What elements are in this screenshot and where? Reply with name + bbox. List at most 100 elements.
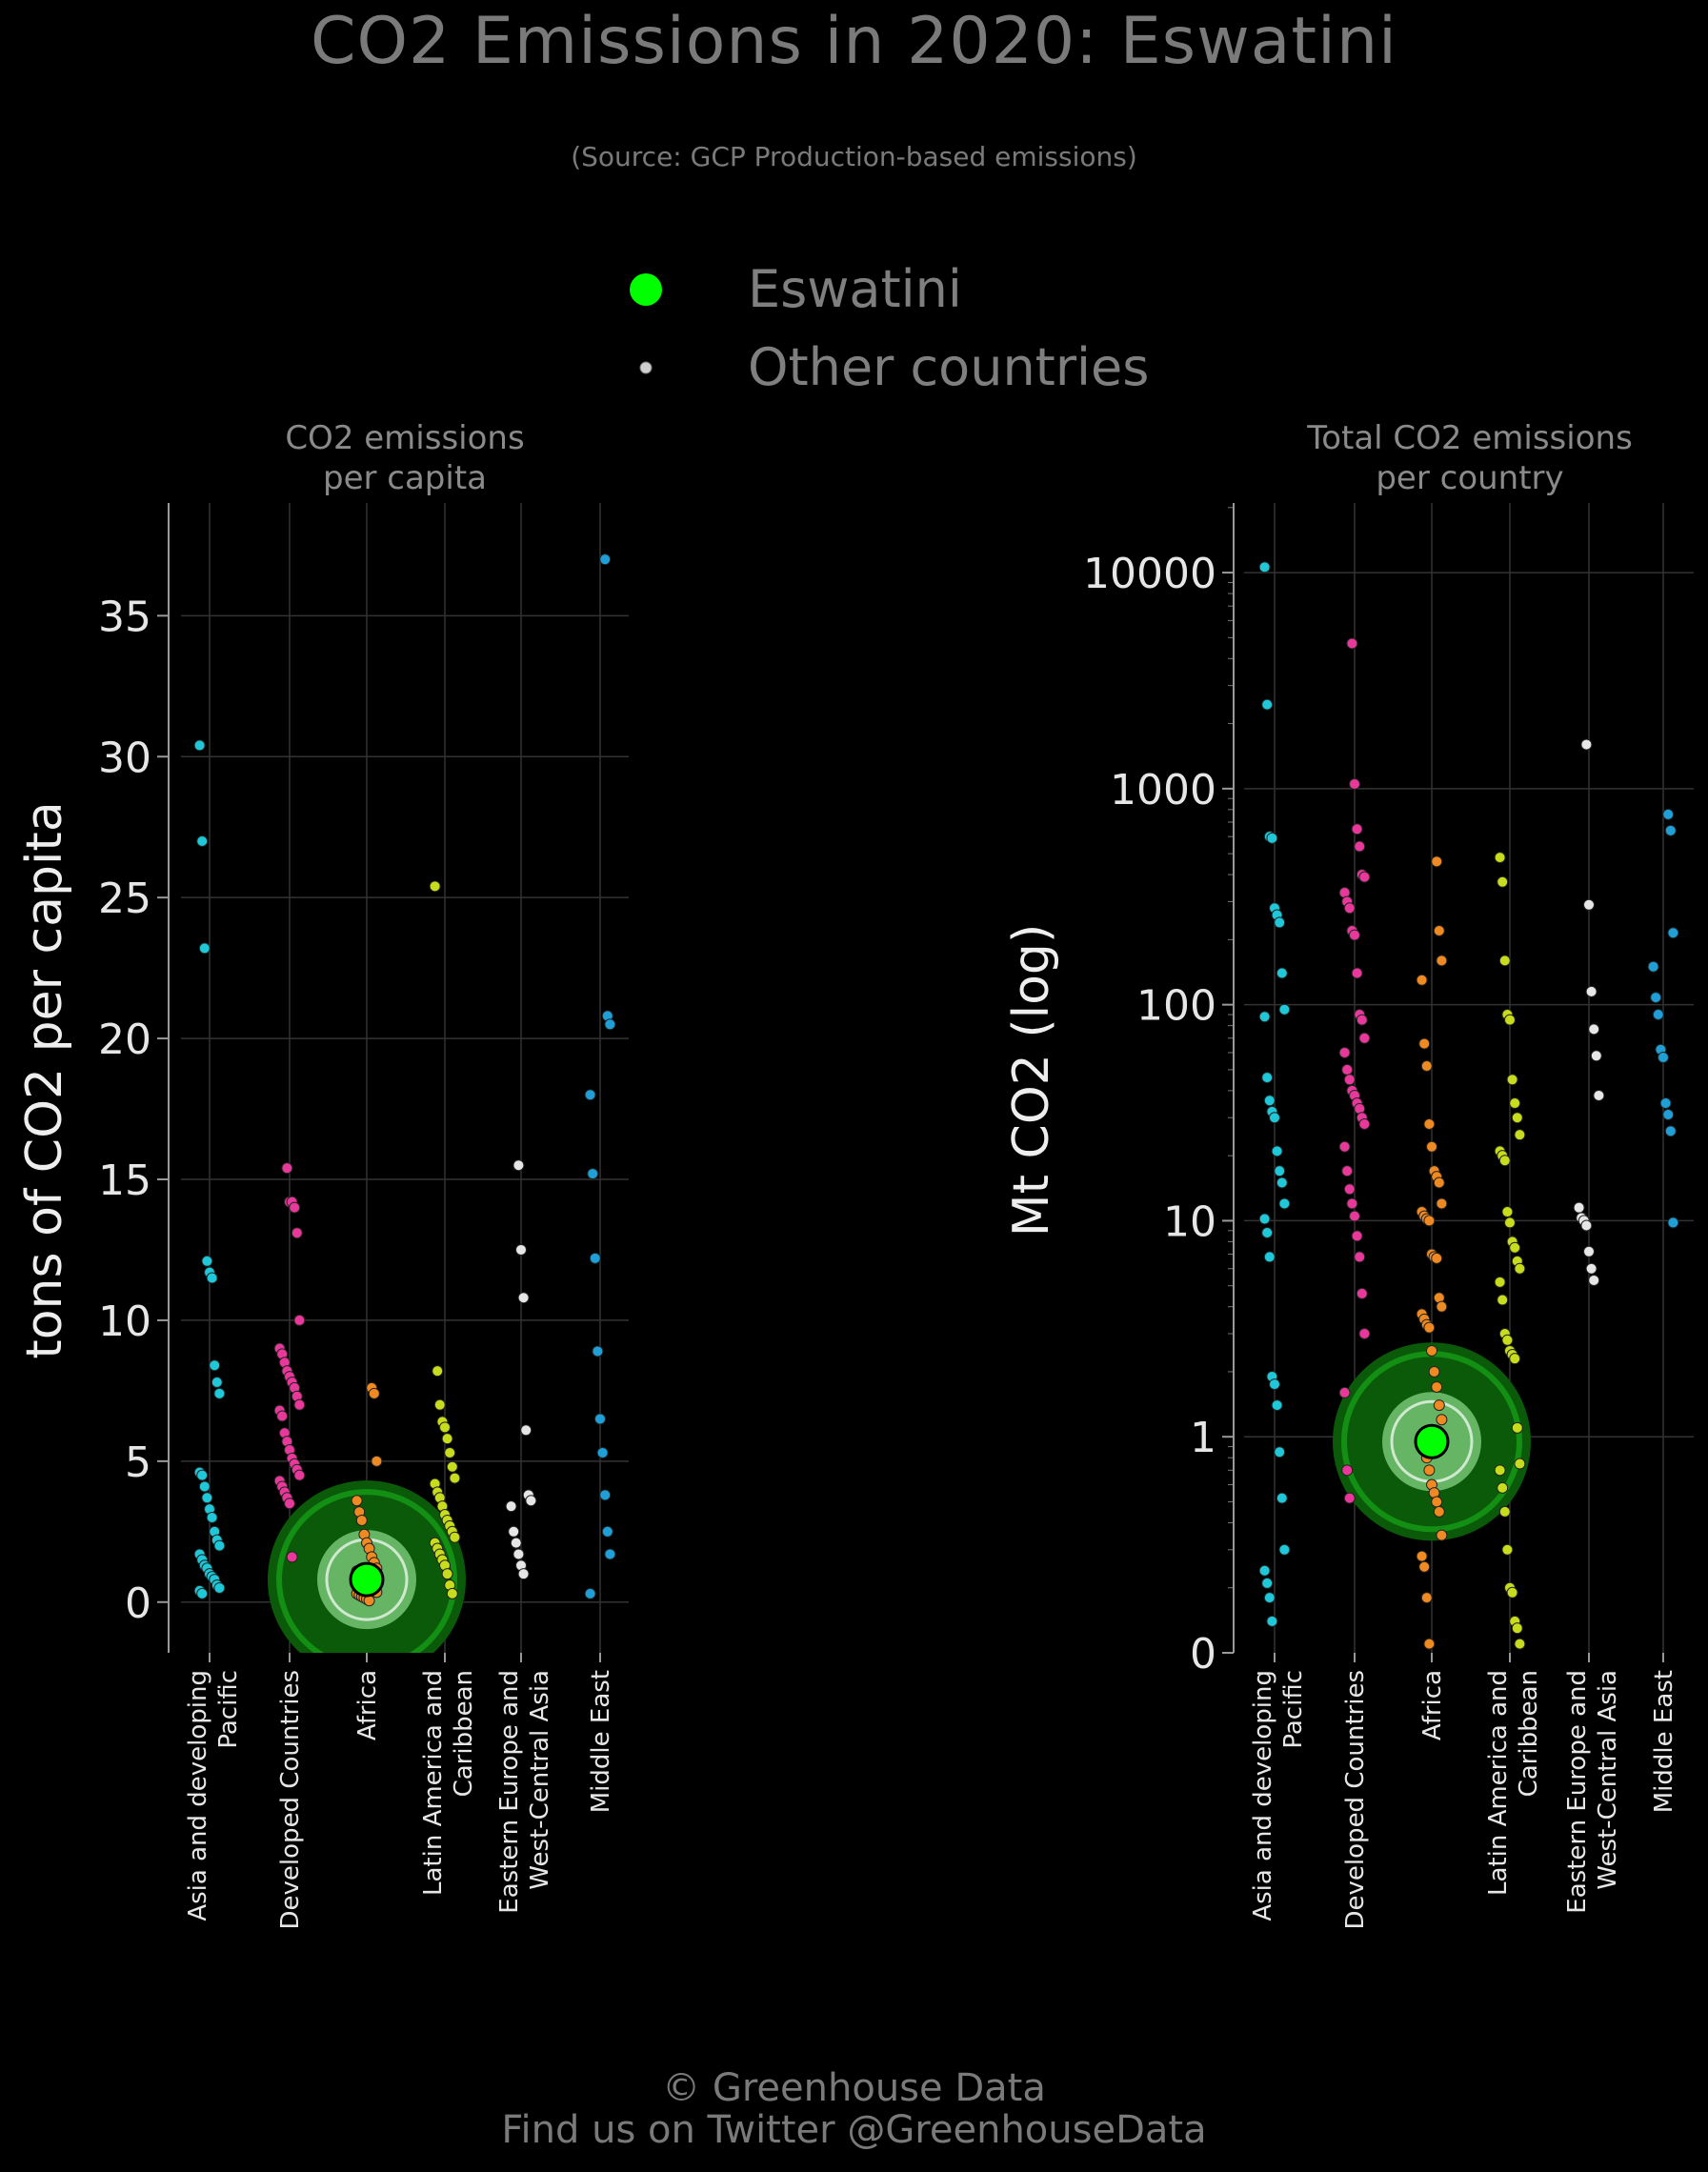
data-point-developed-countries	[1356, 1014, 1368, 1026]
x-tick-label-eastern-europe-and-west-central-asia: Eastern Europe andWest-Central Asia	[1563, 1670, 1622, 1914]
data-point-developed-countries	[1356, 1287, 1368, 1299]
data-point-asia-and-developing-pacific	[1263, 1095, 1276, 1107]
data-point-asia-and-developing-pacific	[196, 1469, 209, 1481]
data-point-africa	[1436, 1300, 1448, 1313]
panel-per-capita: CO2 emissions per capita 0 5 10 15 20 25 30 35 ton…	[16, 419, 629, 1929]
data-point-asia-and-developing-pacific	[213, 1387, 226, 1399]
panel-title-line: CO2 emissions	[285, 419, 524, 457]
data-point-eastern-europe-and-west-central-asia	[1580, 1219, 1593, 1232]
footer-copyright: © Greenhouse Data	[662, 2066, 1046, 2110]
data-point-middle-east	[604, 1018, 616, 1031]
data-point-developed-countries	[1358, 1032, 1371, 1044]
data-point-latin-america-and-caribbean	[1511, 1421, 1523, 1434]
x-tick-label-middle-east: Middle East	[1650, 1670, 1678, 1813]
data-point-eastern-europe-and-west-central-asia	[1585, 985, 1597, 997]
x-tick-label-middle-east: Middle East	[587, 1670, 615, 1813]
data-point-developed-countries	[1354, 840, 1366, 853]
data-point-asia-and-developing-pacific	[1258, 1564, 1271, 1577]
x-tick-label-line: Africa	[353, 1670, 382, 1740]
data-point-developed-countries	[1346, 637, 1358, 650]
x-tick-label-africa: Africa	[1418, 1670, 1447, 1740]
data-point-africa	[1436, 1414, 1448, 1426]
data-point-latin-america-and-caribbean	[1497, 1294, 1509, 1306]
data-point-africa	[1433, 1176, 1445, 1189]
data-point-africa	[1426, 1344, 1437, 1357]
data-point-middle-east	[1659, 1097, 1672, 1110]
y-tick-label: 25	[98, 875, 151, 923]
data-point-eastern-europe-and-west-central-asia	[1585, 1262, 1597, 1275]
data-point-middle-east	[594, 1413, 606, 1425]
data-point-developed-countries	[1341, 1063, 1354, 1076]
legend-item-other-countries: Other countries	[610, 333, 1149, 400]
data-point-eastern-europe-and-west-central-asia	[525, 1495, 537, 1507]
data-point-middle-east	[1667, 927, 1679, 939]
data-point-developed-countries	[281, 1162, 293, 1175]
panel-title: CO2 emissions per capita	[285, 419, 524, 497]
data-point-developed-countries	[1349, 778, 1360, 791]
data-point-eastern-europe-and-west-central-asia	[508, 1525, 520, 1538]
data-point-africa	[1431, 1496, 1443, 1508]
y-tick-label: 1	[1190, 1414, 1216, 1462]
data-point-asia-and-developing-pacific	[1261, 1577, 1274, 1589]
panel-title-line: per capita	[323, 459, 487, 497]
data-point-africa	[1420, 1592, 1433, 1604]
data-point-developed-countries	[1358, 871, 1371, 883]
y-tick-label: 20	[98, 1016, 151, 1064]
x-tick-label-latin-america-and-caribbean: Latin America andCaribbean	[1484, 1670, 1543, 1896]
data-point-latin-america-and-caribbean	[1497, 1481, 1509, 1494]
data-point-asia-and-developing-pacific	[1269, 1378, 1280, 1391]
data-point-africa	[1423, 1464, 1436, 1477]
x-tick-label-line: Pacific	[214, 1670, 243, 1749]
data-point-asia-and-developing-pacific	[1263, 1251, 1276, 1263]
data-point-developed-countries	[1343, 1074, 1356, 1086]
data-point-latin-america-and-caribbean	[1514, 1638, 1526, 1650]
highlight-point-eswatini	[349, 1561, 385, 1598]
data-point-developed-countries	[293, 1398, 306, 1411]
legend-marker-other	[639, 361, 653, 374]
data-point-developed-countries	[1341, 1165, 1354, 1177]
legend-label-eswatini: Eswatini	[748, 258, 962, 319]
data-point-latin-america-and-caribbean	[1514, 1129, 1526, 1141]
data-point-africa	[1416, 974, 1428, 986]
data-point-africa	[1431, 1380, 1443, 1393]
x-tick-label-line: Caribbean	[1515, 1670, 1543, 1797]
y-tick-label: 35	[98, 593, 151, 641]
data-point-latin-america-and-caribbean	[449, 1531, 461, 1543]
data-point-middle-east	[584, 1587, 596, 1599]
data-point-asia-and-developing-pacific	[1278, 1003, 1291, 1016]
data-point-africa	[1431, 1252, 1443, 1264]
data-point-latin-america-and-caribbean	[439, 1421, 451, 1434]
data-point-latin-america-and-caribbean	[1501, 1334, 1514, 1346]
y-tick-label: 10	[98, 1297, 151, 1346]
data-point-asia-and-developing-pacific	[1276, 1176, 1288, 1189]
data-point-asia-and-developing-pacific	[1263, 1592, 1276, 1604]
data-point-asia-and-developing-pacific	[1261, 1072, 1274, 1084]
data-point-eastern-europe-and-west-central-asia	[517, 1292, 530, 1304]
data-point-asia-and-developing-pacific	[193, 739, 206, 752]
data-point-developed-countries	[293, 1314, 306, 1326]
footer-twitter: Find us on Twitter @GreenhouseData	[501, 2108, 1207, 2152]
data-point-asia-and-developing-pacific	[201, 1255, 213, 1267]
data-point-asia-and-developing-pacific	[213, 1539, 226, 1552]
data-point-developed-countries	[286, 1551, 298, 1563]
data-point-asia-and-developing-pacific	[1261, 698, 1274, 711]
data-point-developed-countries	[1338, 1046, 1351, 1058]
data-point-africa	[1416, 1550, 1428, 1562]
x-tick-label-line: Pacific	[1279, 1670, 1308, 1749]
y-axis-label: tons of CO2 per capita	[16, 801, 73, 1358]
data-point-latin-america-and-caribbean	[1509, 1097, 1521, 1110]
data-point-asia-and-developing-pacific	[1271, 1145, 1283, 1157]
data-point-asia-and-developing-pacific	[213, 1581, 226, 1594]
data-point-latin-america-and-caribbean	[1498, 1155, 1511, 1167]
data-point-latin-america-and-caribbean	[1506, 1586, 1518, 1599]
data-point-developed-countries	[1343, 1492, 1356, 1504]
data-point-latin-america-and-caribbean	[444, 1446, 456, 1458]
data-point-developed-countries	[1343, 902, 1356, 915]
y-tick-label: 10	[1163, 1197, 1216, 1246]
legend: Eswatini Other countries	[610, 255, 1276, 408]
charts-canvas: CO2 emissions per capita05101520253035ton…	[16, 419, 1694, 1929]
data-point-asia-and-developing-pacific	[206, 1512, 218, 1523]
data-point-asia-and-developing-pacific	[206, 1272, 218, 1284]
x-tick-label-line: Latin America and	[1484, 1670, 1513, 1896]
data-point-africa	[1426, 1140, 1437, 1153]
